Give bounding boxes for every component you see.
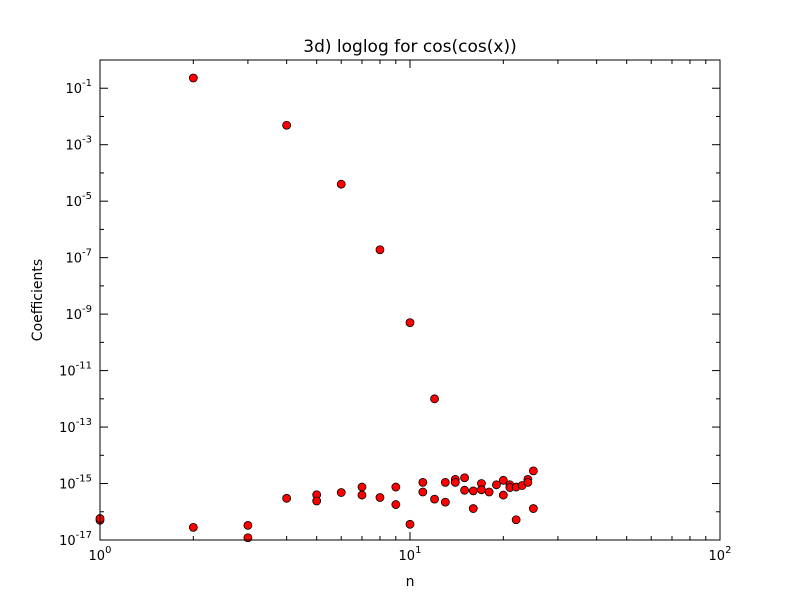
data-point bbox=[418, 487, 428, 497]
x-tick-label: 100 bbox=[89, 545, 112, 564]
data-point bbox=[498, 490, 508, 500]
y-tick-label: 10-15 bbox=[59, 474, 92, 493]
y-tick-label: 10-17 bbox=[59, 530, 92, 549]
x-axis-label: n bbox=[406, 574, 415, 590]
data-point bbox=[450, 477, 460, 487]
data-point bbox=[498, 475, 508, 485]
data-point bbox=[188, 73, 198, 83]
data-point bbox=[243, 520, 253, 530]
data-point bbox=[418, 477, 428, 487]
data-point bbox=[477, 485, 486, 495]
axis-ticks: 100 101 102 10-1 10-3 10-5 10-7 10-9 10-11 10-13 1… bbox=[59, 59, 732, 564]
data-point bbox=[523, 477, 533, 487]
y-tick-label: 10-1 bbox=[65, 78, 92, 97]
data-point bbox=[405, 318, 415, 328]
data-point bbox=[282, 120, 292, 130]
data-point bbox=[391, 500, 401, 509]
plot-frame bbox=[99, 59, 721, 541]
y-tick-label: 10-9 bbox=[65, 304, 92, 323]
data-point bbox=[528, 504, 538, 513]
data-point bbox=[468, 504, 478, 513]
data-point bbox=[460, 473, 469, 483]
data-point bbox=[336, 488, 346, 497]
data-point bbox=[430, 494, 439, 504]
y-axis-label: Coefficients bbox=[30, 259, 46, 341]
data-points bbox=[95, 73, 538, 543]
x-tick-label: 101 bbox=[399, 545, 422, 564]
data-point bbox=[440, 497, 450, 507]
data-point bbox=[312, 496, 322, 506]
y-tick-label: 10-11 bbox=[59, 361, 92, 380]
plot-area bbox=[100, 60, 720, 540]
data-point bbox=[188, 522, 198, 532]
data-point bbox=[357, 482, 367, 492]
data-point bbox=[511, 515, 521, 525]
data-point bbox=[492, 480, 501, 490]
data-point bbox=[357, 490, 367, 500]
y-tick-label: 10-13 bbox=[59, 417, 92, 436]
y-tick-label: 10-7 bbox=[65, 248, 92, 267]
data-point bbox=[391, 482, 401, 492]
y-tick-label: 10-3 bbox=[65, 135, 92, 154]
data-point bbox=[430, 394, 439, 404]
data-point bbox=[528, 466, 538, 476]
data-point bbox=[468, 486, 478, 496]
y-tick-label: 10-5 bbox=[65, 191, 92, 210]
data-point bbox=[243, 533, 253, 543]
data-point bbox=[405, 519, 415, 529]
data-point bbox=[375, 493, 385, 502]
data-point bbox=[460, 485, 469, 495]
chart-title: 3d) loglog for cos(cos(x)) bbox=[303, 37, 516, 57]
data-point bbox=[282, 493, 292, 503]
data-point bbox=[484, 487, 494, 497]
x-tick-label: 102 bbox=[709, 545, 732, 564]
data-point bbox=[440, 477, 450, 487]
data-point bbox=[336, 179, 346, 189]
data-point bbox=[375, 245, 385, 255]
